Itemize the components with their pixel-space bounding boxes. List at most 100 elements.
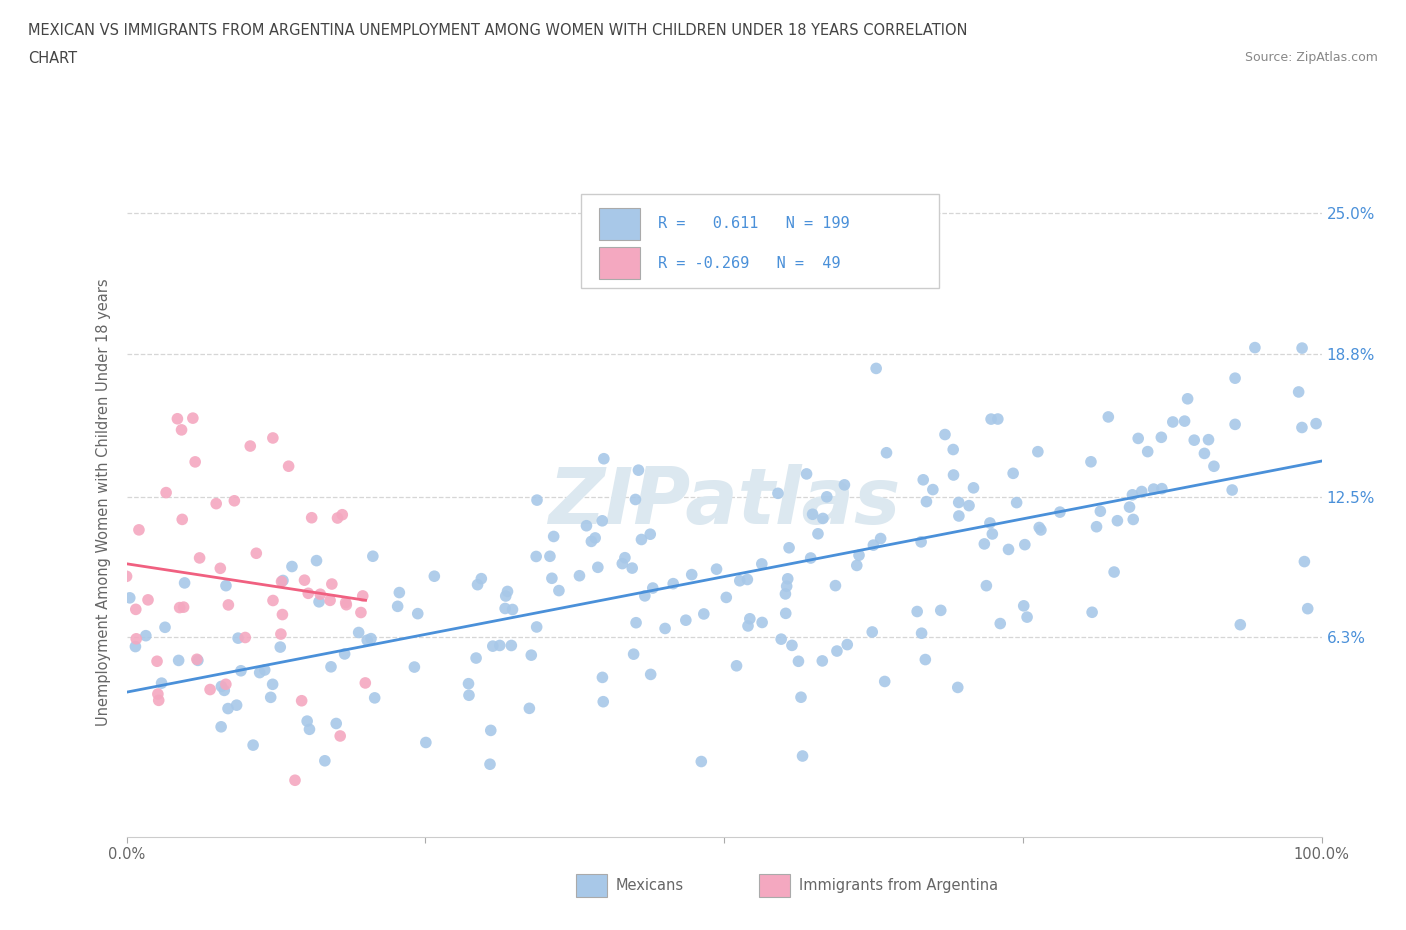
- Point: [262, 677, 284, 692]
- Point: [912, 472, 935, 487]
- Point: [225, 698, 247, 712]
- Point: [239, 439, 262, 454]
- Point: [269, 640, 291, 655]
- Point: [860, 625, 883, 640]
- Point: [170, 422, 193, 437]
- Point: [520, 647, 543, 662]
- Point: [811, 511, 834, 525]
- Point: [1136, 445, 1159, 459]
- Point: [873, 674, 896, 689]
- Point: [404, 659, 426, 674]
- Point: [776, 571, 799, 586]
- Point: [284, 773, 307, 788]
- Point: [301, 511, 323, 525]
- Point: [270, 574, 292, 589]
- Point: [690, 754, 713, 769]
- Point: [837, 637, 859, 652]
- Point: [354, 675, 377, 690]
- Point: [630, 532, 652, 547]
- Point: [128, 523, 150, 538]
- Point: [824, 578, 846, 593]
- Point: [217, 701, 239, 716]
- Point: [1161, 415, 1184, 430]
- Point: [1223, 371, 1246, 386]
- Point: [488, 638, 510, 653]
- Point: [979, 515, 1001, 530]
- Point: [308, 594, 330, 609]
- Point: [215, 578, 238, 593]
- Point: [415, 735, 437, 750]
- Point: [775, 587, 797, 602]
- Point: [1085, 519, 1108, 534]
- Point: [1081, 604, 1104, 619]
- Point: [479, 723, 502, 737]
- Point: [1005, 495, 1028, 510]
- Point: [948, 495, 970, 510]
- Point: [591, 670, 613, 684]
- Point: [693, 606, 716, 621]
- Point: [1090, 504, 1112, 519]
- Point: [245, 546, 267, 561]
- Point: [538, 549, 561, 564]
- Point: [728, 573, 751, 588]
- Point: [333, 646, 356, 661]
- Point: [1029, 523, 1052, 538]
- Point: [848, 548, 870, 563]
- Point: [613, 551, 636, 565]
- Text: ZIPatlas: ZIPatlas: [548, 464, 900, 540]
- Point: [350, 605, 373, 620]
- Point: [467, 578, 489, 592]
- Point: [1014, 538, 1036, 552]
- Point: [1194, 446, 1216, 461]
- Point: [260, 690, 283, 705]
- Point: [915, 494, 938, 509]
- Point: [125, 631, 148, 646]
- Point: [215, 677, 238, 692]
- Point: [1291, 420, 1313, 435]
- Point: [224, 493, 246, 508]
- Point: [624, 492, 647, 507]
- Point: [217, 597, 239, 612]
- Point: [1296, 601, 1319, 616]
- Point: [623, 646, 645, 661]
- Point: [209, 720, 232, 735]
- Point: [778, 540, 800, 555]
- Point: [815, 489, 838, 504]
- Point: [321, 577, 343, 591]
- Point: [776, 578, 799, 593]
- Point: [205, 497, 228, 512]
- Point: [929, 603, 952, 618]
- Point: [181, 411, 204, 426]
- Point: [624, 616, 647, 631]
- Point: [325, 716, 347, 731]
- Point: [481, 639, 503, 654]
- Point: [1150, 481, 1173, 496]
- Point: [981, 526, 1004, 541]
- Point: [1244, 340, 1267, 355]
- Point: [1177, 392, 1199, 406]
- Point: [780, 638, 803, 653]
- Point: [153, 620, 176, 635]
- Point: [1097, 409, 1119, 424]
- Point: [641, 580, 664, 595]
- Point: [297, 586, 319, 601]
- Point: [654, 621, 676, 636]
- Point: [124, 639, 146, 654]
- Point: [921, 482, 943, 497]
- Point: [1202, 458, 1225, 473]
- Point: [627, 463, 650, 478]
- Bar: [599, 247, 641, 279]
- Point: [1150, 430, 1173, 445]
- Point: [347, 625, 370, 640]
- Point: [294, 573, 316, 588]
- Point: [167, 653, 190, 668]
- Point: [146, 654, 169, 669]
- Point: [775, 606, 797, 621]
- Point: [548, 583, 571, 598]
- Point: [1294, 554, 1316, 569]
- Point: [845, 558, 868, 573]
- Point: [146, 686, 169, 701]
- Point: [825, 644, 848, 658]
- Text: Source: ZipAtlas.com: Source: ZipAtlas.com: [1244, 51, 1378, 64]
- Point: [751, 615, 773, 630]
